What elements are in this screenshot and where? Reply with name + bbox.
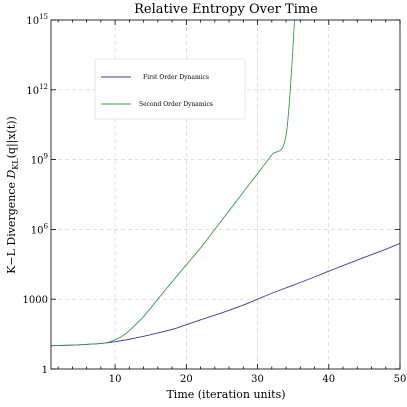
y-tick-label: 109 (31, 153, 48, 167)
legend-box (94, 58, 246, 120)
legend-label-first-order: First Order Dynamics (143, 74, 209, 81)
x-tick-label: 40 (322, 374, 335, 385)
x-tick-label: 50 (394, 374, 407, 385)
y-tick-label: 106 (31, 222, 49, 236)
legend: First Order Dynamics Second Order Dynami… (94, 58, 246, 120)
chart-title: Relative Entropy Over Time (134, 2, 318, 17)
y-axis-label-subscript: KL (11, 158, 20, 170)
legend-label-second-order: Second Order Dynamics (139, 101, 213, 108)
x-tick-label: 20 (180, 374, 193, 385)
y-axis-label-suffix: (q||x(t)) (5, 116, 19, 158)
ticks: 10 20 30 40 50 1 1000 106 109 1012 1015 (23, 13, 407, 385)
y-axis-label-prefix: K−L Divergence (5, 179, 18, 274)
x-tick-label: 10 (109, 374, 122, 385)
series-line-second-order (51, 20, 296, 347)
plot-frame (50, 19, 401, 370)
x-tick-label: 30 (251, 374, 264, 385)
y-axis-label: K−L Divergence DKL(q||x(t)) (5, 116, 20, 274)
y-axis-label-symbol: D (5, 170, 18, 180)
y-tick-label: 1000 (23, 295, 48, 306)
y-tick-label: 1012 (26, 83, 48, 97)
series-line-first-order (51, 242, 400, 347)
y-tick-label: 1 (42, 365, 48, 376)
y-tick-label: 1015 (26, 13, 48, 27)
series-layer (51, 20, 400, 347)
x-axis-label: Time (iteration units) (166, 388, 285, 401)
